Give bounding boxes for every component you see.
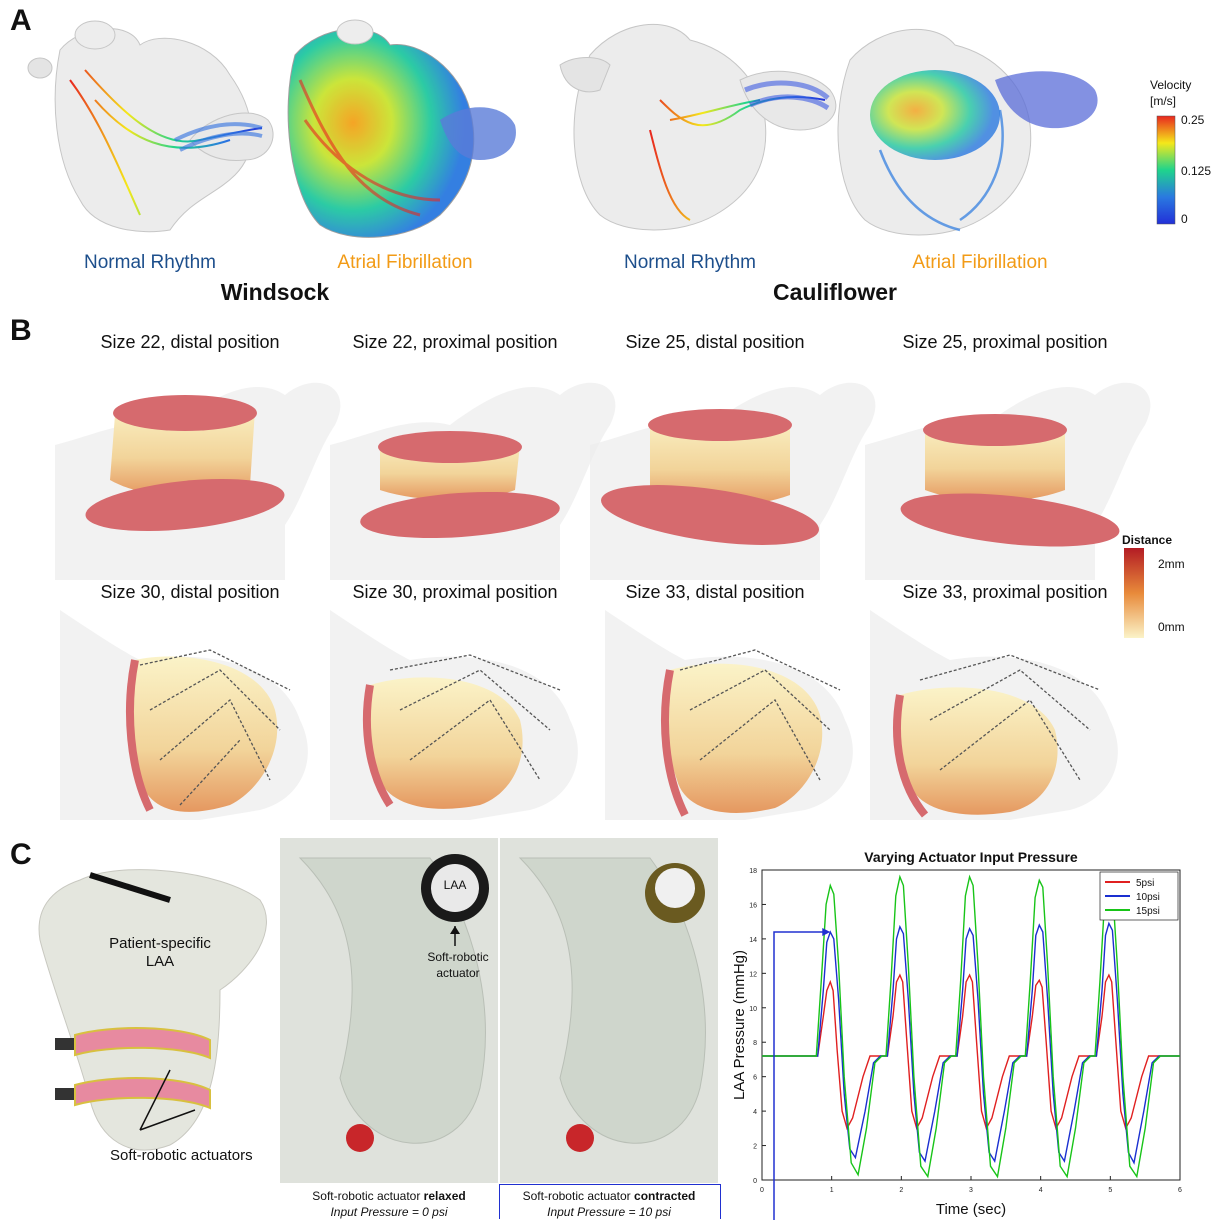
chart-title: Varying Actuator Input Pressure xyxy=(864,849,1078,865)
distance-tick-min: 0mm xyxy=(1158,620,1185,634)
title-size30-distal: Size 30, distal position xyxy=(100,582,280,602)
velocity-tick-max: 0.25 xyxy=(1181,113,1205,127)
panel-b-renderings xyxy=(55,382,1151,820)
legend-label-15psi: 15psi xyxy=(1136,906,1160,917)
title-size25-distal: Size 25, distal position xyxy=(625,332,805,352)
patient-laa-label-1: Patient-specific xyxy=(109,935,211,952)
velocity-tick-mid: 0.125 xyxy=(1181,164,1212,178)
group-cauliflower: Cauliflower xyxy=(773,279,897,305)
x-tick-label: 6 xyxy=(1178,1187,1182,1194)
y-tick-label: 6 xyxy=(753,1075,757,1082)
cauliflower-normal-model xyxy=(559,23,837,231)
contracted-caption-pressure: Input Pressure = 10 psi xyxy=(547,1205,671,1219)
velocity-tick-min: 0 xyxy=(1181,212,1188,226)
contracted-caption: Soft-robotic actuator contracted Input P… xyxy=(500,1188,718,1220)
caption-cauliflower-af: Atrial Fibrillation xyxy=(912,252,1048,273)
series-line-10psi xyxy=(762,921,1180,1165)
panel-c-letter: C xyxy=(10,838,32,871)
size33-proximal-render xyxy=(870,610,1118,820)
relaxed-caption-pressure: Input Pressure = 0 psi xyxy=(330,1205,448,1219)
velocity-colorbar-title-2: [m/s] xyxy=(1150,94,1176,108)
y-tick-label: 12 xyxy=(749,971,757,978)
y-tick-label: 14 xyxy=(749,937,757,944)
annotation-arrow-head xyxy=(822,928,831,936)
relaxed-caption-bold: relaxed xyxy=(423,1189,466,1203)
chart-plot-area xyxy=(761,869,1181,1181)
x-tick-label: 4 xyxy=(1039,1187,1043,1194)
size22-proximal-render xyxy=(330,382,616,580)
size25-proximal-render xyxy=(865,382,1151,580)
relaxed-caption-prefix: Soft-robotic actuator xyxy=(312,1189,424,1203)
title-size30-proximal: Size 30, proximal position xyxy=(352,582,558,602)
distance-tick-max: 2mm xyxy=(1158,557,1185,571)
size30-proximal-render xyxy=(330,610,578,820)
size22-distal-render xyxy=(55,382,341,580)
x-axis-label: Time (sec) xyxy=(936,1201,1006,1218)
x-tick-label: 2 xyxy=(899,1187,903,1194)
caption-windsock-normal: Normal Rhythm xyxy=(84,252,216,273)
annotation-arrow-line xyxy=(773,931,825,1215)
distance-colorbar xyxy=(1124,548,1144,638)
contracted-highlight-frame xyxy=(499,1184,721,1219)
windsock-af-model xyxy=(287,19,516,238)
soft-robotic-actuators-label: Soft-robotic actuators xyxy=(110,1147,253,1164)
caption-cauliflower-normal: Normal Rhythm xyxy=(624,252,756,273)
cauliflower-af-model xyxy=(837,28,1098,236)
caption-windsock-af: Atrial Fibrillation xyxy=(337,252,473,273)
title-size25-proximal: Size 25, proximal position xyxy=(902,332,1108,352)
group-windsock: Windsock xyxy=(220,279,330,305)
size25-distal-render xyxy=(590,382,876,580)
y-tick-label: 18 xyxy=(749,868,757,875)
contracted-caption-bold: contracted xyxy=(634,1189,696,1203)
y-tick-label: 0 xyxy=(753,1178,757,1185)
contracted-caption-prefix: Soft-robotic actuator xyxy=(522,1189,635,1203)
actuator-photo-label-1: Soft-robotic xyxy=(427,950,489,964)
x-tick-label: 5 xyxy=(1108,1187,1112,1194)
patient-laa-label-2: LAA xyxy=(145,953,175,970)
y-tick-label: 16 xyxy=(749,902,757,909)
x-tick-label: 1 xyxy=(830,1187,834,1194)
relaxed-caption: Soft-robotic actuator relaxed Input Pres… xyxy=(280,1188,498,1220)
y-tick-label: 10 xyxy=(749,1006,757,1013)
velocity-colorbar xyxy=(1156,115,1176,225)
laa-device-photo xyxy=(38,869,267,1151)
velocity-colorbar-title-1: Velocity xyxy=(1150,78,1192,92)
flow-loop-photos xyxy=(280,838,718,1183)
x-tick-label: 3 xyxy=(969,1187,973,1194)
actuator-photo-label-2: actuator xyxy=(436,966,480,980)
size33-distal-render xyxy=(605,610,853,820)
title-size33-distal: Size 33, distal position xyxy=(625,582,805,602)
laa-photo-label: LAA xyxy=(443,878,467,892)
x-tick-label: 0 xyxy=(760,1187,764,1194)
title-size22-proximal: Size 22, proximal position xyxy=(352,332,558,352)
panel-a-renderings xyxy=(27,19,1176,238)
panel-b-letter: B xyxy=(10,314,32,347)
windsock-normal-model xyxy=(27,20,274,233)
legend-label-10psi: 10psi xyxy=(1136,892,1160,903)
distance-colorbar-title: Distance xyxy=(1122,533,1173,547)
y-tick-label: 2 xyxy=(753,1144,757,1151)
legend-label-5psi: 5psi xyxy=(1136,878,1154,889)
size30-distal-render xyxy=(60,610,308,820)
y-axis-label: LAA Pressure (mmHg) xyxy=(731,950,748,1100)
title-size33-proximal: Size 33, proximal position xyxy=(902,582,1108,602)
title-size22-distal: Size 22, distal position xyxy=(100,332,280,352)
panel-a-letter: A xyxy=(10,4,32,37)
series-line-5psi xyxy=(762,973,1180,1131)
y-tick-label: 8 xyxy=(753,1040,757,1047)
y-tick-label: 4 xyxy=(753,1109,757,1116)
